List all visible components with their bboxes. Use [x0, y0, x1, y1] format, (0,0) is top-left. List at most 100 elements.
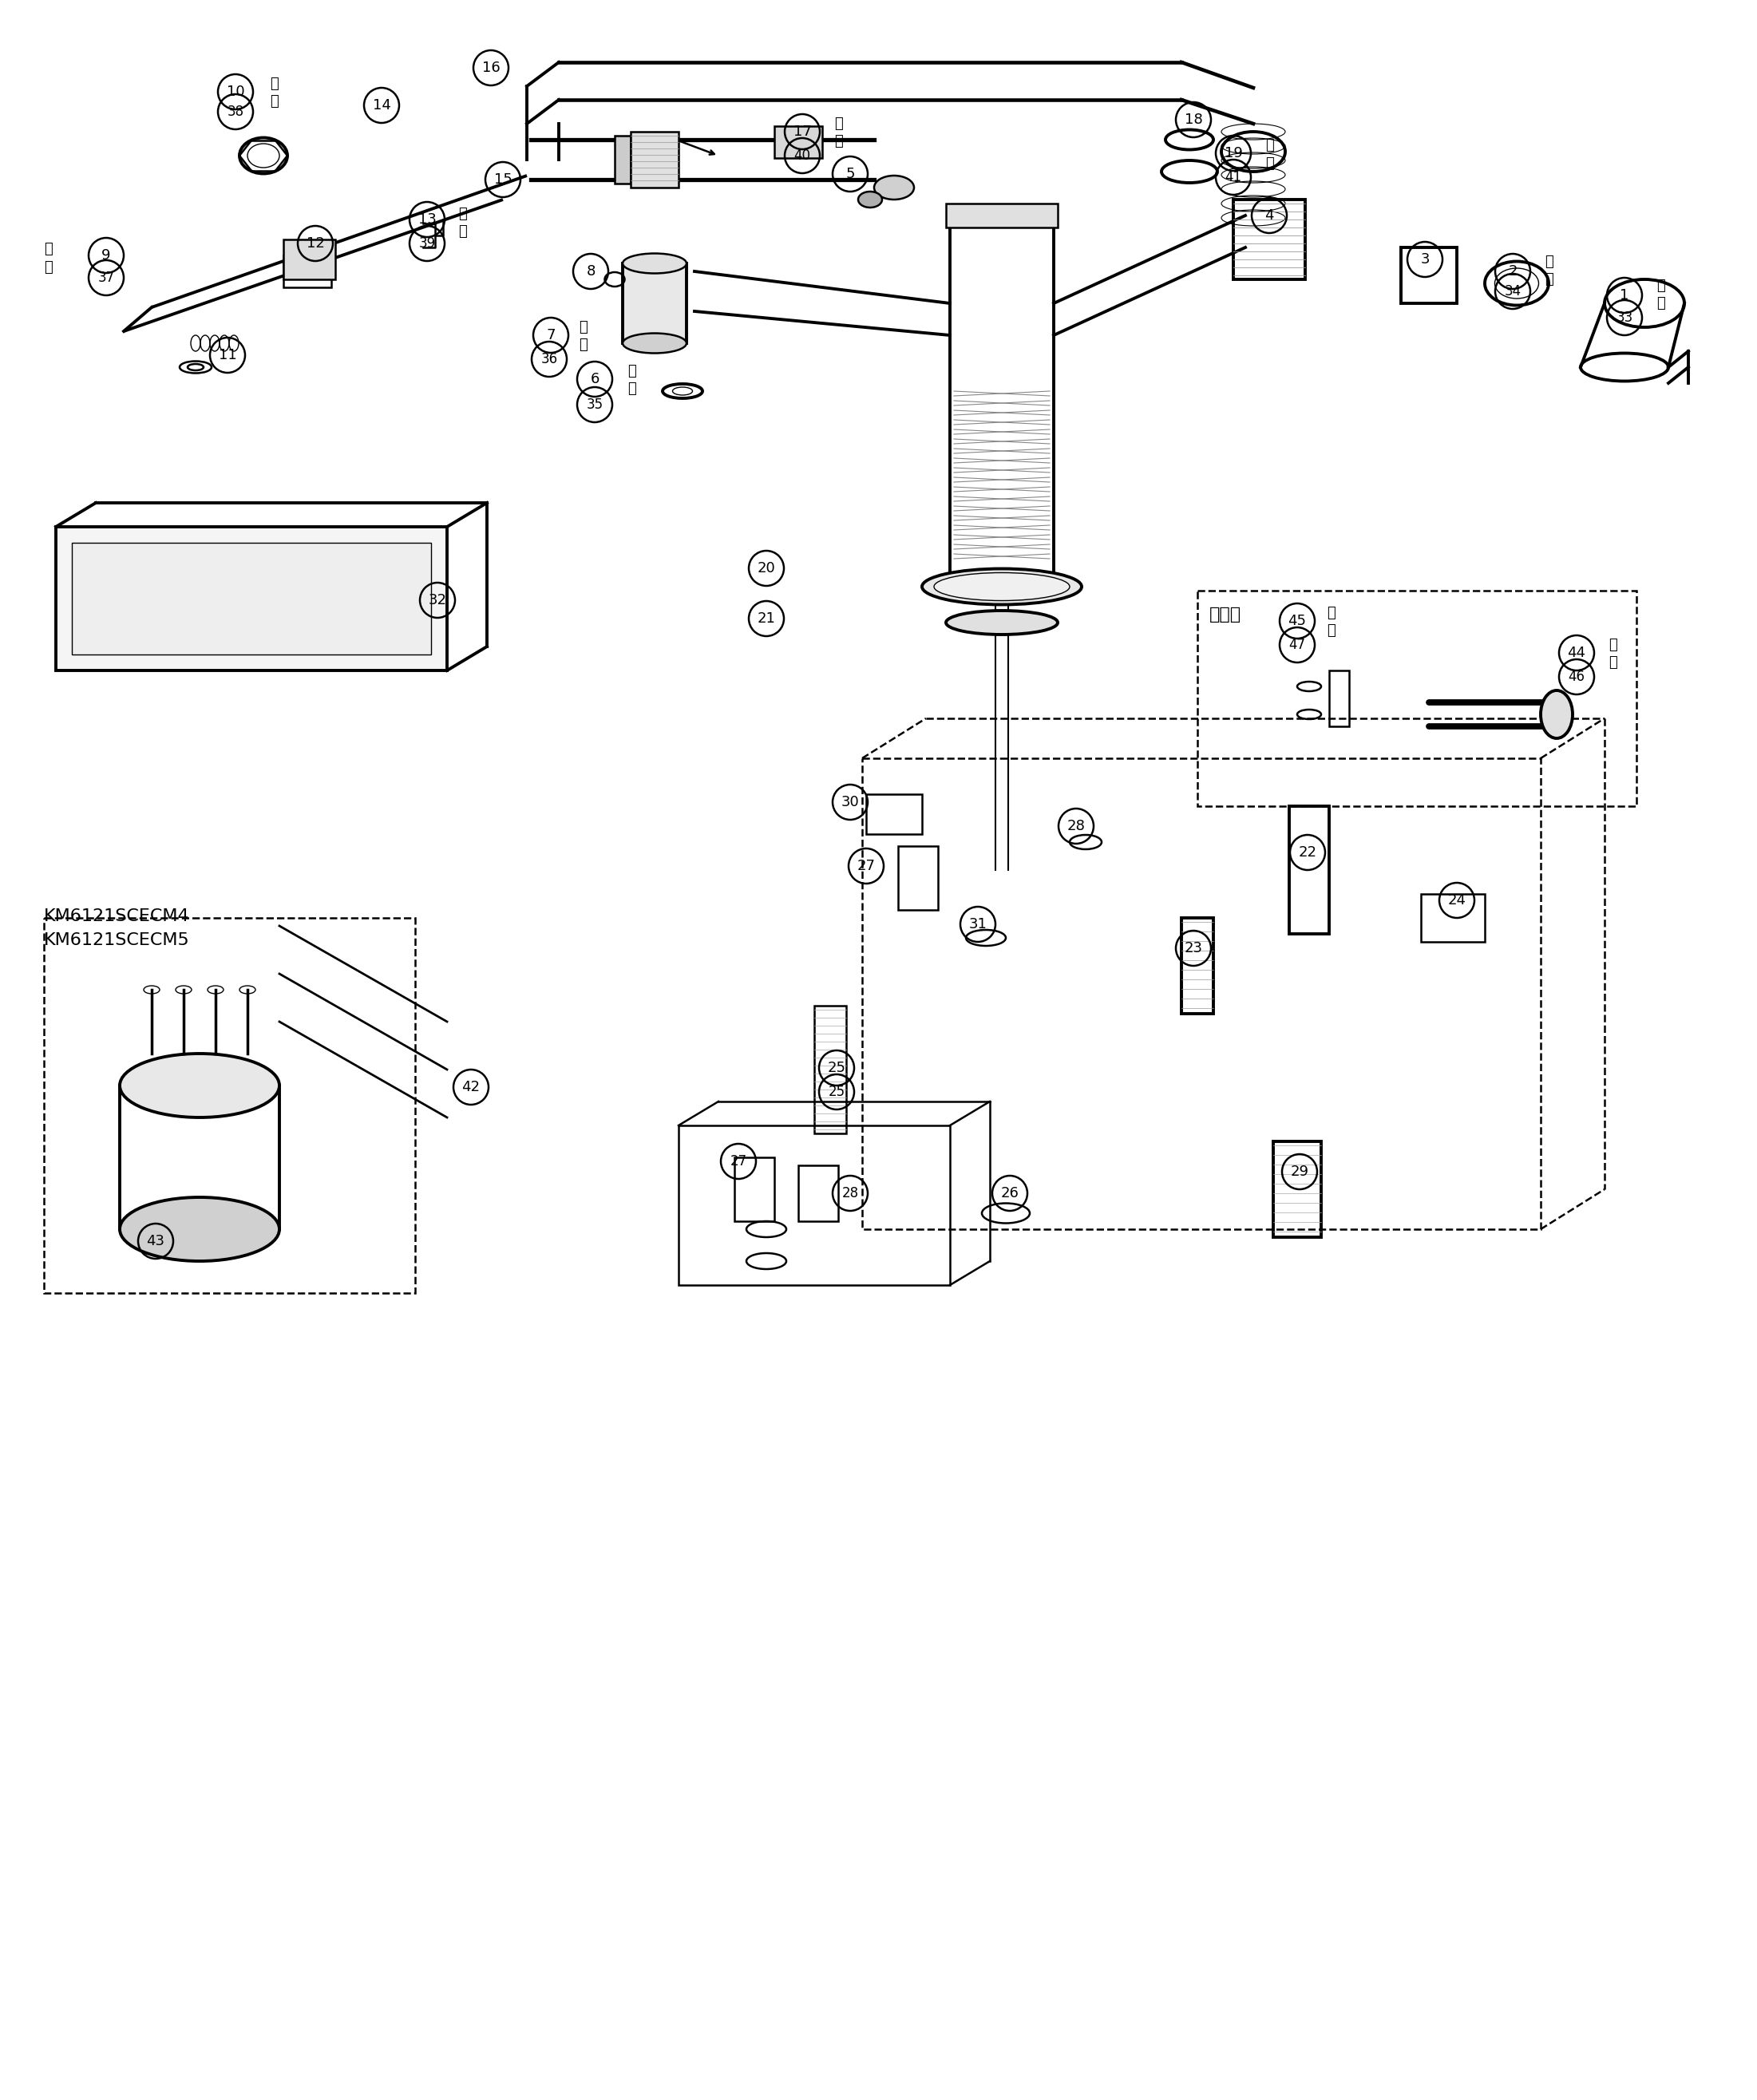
- Text: 白: 白: [1544, 254, 1553, 269]
- Text: 22: 22: [1298, 846, 1316, 859]
- Bar: [283, 239, 336, 279]
- Text: 黒: 黒: [271, 94, 278, 109]
- Ellipse shape: [945, 611, 1058, 634]
- Text: 旧仕様: 旧仕様: [1209, 607, 1242, 622]
- Text: 9: 9: [102, 248, 111, 262]
- Text: 黒: 黒: [459, 225, 467, 239]
- Text: 43: 43: [146, 1235, 165, 1247]
- Ellipse shape: [935, 573, 1070, 601]
- Text: 30: 30: [842, 796, 859, 808]
- Bar: [813, 1006, 847, 1134]
- Text: 10: 10: [227, 84, 244, 99]
- Text: 37: 37: [98, 271, 114, 286]
- Text: 黒: 黒: [835, 134, 843, 149]
- Text: 41: 41: [1225, 170, 1242, 185]
- Bar: [898, 846, 938, 909]
- Bar: [775, 126, 822, 158]
- Text: 黒: 黒: [1657, 296, 1666, 311]
- Text: 31: 31: [968, 918, 987, 932]
- Text: 白: 白: [44, 242, 53, 256]
- Bar: [863, 758, 1541, 1228]
- Text: 21: 21: [757, 611, 775, 626]
- Text: 39: 39: [418, 237, 436, 250]
- Text: 白: 白: [271, 76, 278, 90]
- Text: 黒: 黒: [578, 338, 587, 353]
- Bar: [798, 1166, 838, 1222]
- Bar: [678, 1126, 951, 1285]
- Text: 白: 白: [1265, 139, 1274, 153]
- Text: 28: 28: [842, 1186, 859, 1201]
- Text: 白: 白: [1327, 605, 1335, 620]
- Text: 47: 47: [1290, 638, 1305, 653]
- Bar: [1290, 806, 1328, 934]
- Text: 白: 白: [578, 319, 587, 334]
- Text: 7: 7: [546, 328, 555, 342]
- Text: 33: 33: [1616, 311, 1632, 326]
- Text: 白: 白: [1608, 638, 1616, 653]
- Text: 白: 白: [459, 206, 467, 220]
- Text: 36: 36: [541, 353, 557, 365]
- Text: 6: 6: [590, 372, 599, 386]
- Text: 15: 15: [494, 172, 511, 187]
- Text: 23: 23: [1184, 941, 1202, 956]
- Bar: [734, 1157, 775, 1222]
- Text: 13: 13: [418, 212, 436, 227]
- Bar: [56, 527, 446, 670]
- Text: 28: 28: [1066, 819, 1086, 834]
- Bar: [44, 918, 415, 1294]
- Text: 35: 35: [587, 397, 603, 412]
- Text: 44: 44: [1567, 645, 1587, 659]
- Text: 29: 29: [1290, 1166, 1309, 1178]
- Text: 32: 32: [429, 592, 446, 607]
- Bar: [1400, 248, 1457, 302]
- Text: 黒: 黒: [627, 382, 636, 397]
- Text: 黒: 黒: [44, 260, 53, 275]
- Bar: [1421, 895, 1485, 941]
- Bar: [622, 262, 687, 342]
- Text: 40: 40: [794, 149, 810, 164]
- Bar: [1274, 1142, 1321, 1237]
- Bar: [945, 204, 1058, 227]
- Text: 黒: 黒: [1608, 655, 1616, 670]
- Text: 12: 12: [306, 237, 325, 250]
- Text: 白: 白: [835, 116, 843, 130]
- Text: 18: 18: [1184, 113, 1202, 126]
- Ellipse shape: [857, 191, 882, 208]
- Text: 5: 5: [845, 166, 854, 181]
- Text: 14: 14: [372, 99, 390, 113]
- Bar: [631, 132, 678, 187]
- Bar: [615, 136, 631, 183]
- Text: 17: 17: [792, 124, 812, 139]
- Text: 26: 26: [1001, 1186, 1019, 1201]
- Bar: [1328, 670, 1349, 727]
- Ellipse shape: [622, 254, 687, 273]
- Ellipse shape: [1541, 691, 1573, 739]
- Ellipse shape: [119, 1197, 279, 1262]
- Ellipse shape: [622, 334, 687, 353]
- Text: 25: 25: [828, 1060, 845, 1075]
- Text: 1: 1: [1620, 288, 1629, 302]
- Text: 27: 27: [729, 1155, 747, 1168]
- Bar: [283, 256, 332, 288]
- Text: 16: 16: [481, 61, 501, 76]
- Text: 19: 19: [1225, 147, 1242, 160]
- Ellipse shape: [875, 176, 914, 200]
- Text: 3: 3: [1420, 252, 1430, 267]
- Text: 黒: 黒: [1265, 155, 1274, 170]
- Text: 黒: 黒: [1544, 273, 1553, 286]
- Text: 27: 27: [857, 859, 875, 874]
- Ellipse shape: [119, 1054, 279, 1117]
- Ellipse shape: [922, 569, 1082, 605]
- Text: 白: 白: [627, 363, 636, 378]
- Bar: [1233, 200, 1305, 279]
- Text: 11: 11: [218, 349, 237, 363]
- Text: 34: 34: [1504, 284, 1522, 298]
- Text: KM6121SCECM4
KM6121SCECM5: KM6121SCECM4 KM6121SCECM5: [44, 909, 190, 947]
- Text: 4: 4: [1265, 208, 1274, 223]
- Text: 24: 24: [1448, 892, 1465, 907]
- Text: 黒: 黒: [1327, 624, 1335, 638]
- Text: 38: 38: [227, 105, 244, 120]
- Text: 20: 20: [757, 561, 775, 575]
- Bar: [1198, 590, 1636, 806]
- Bar: [1181, 918, 1214, 1014]
